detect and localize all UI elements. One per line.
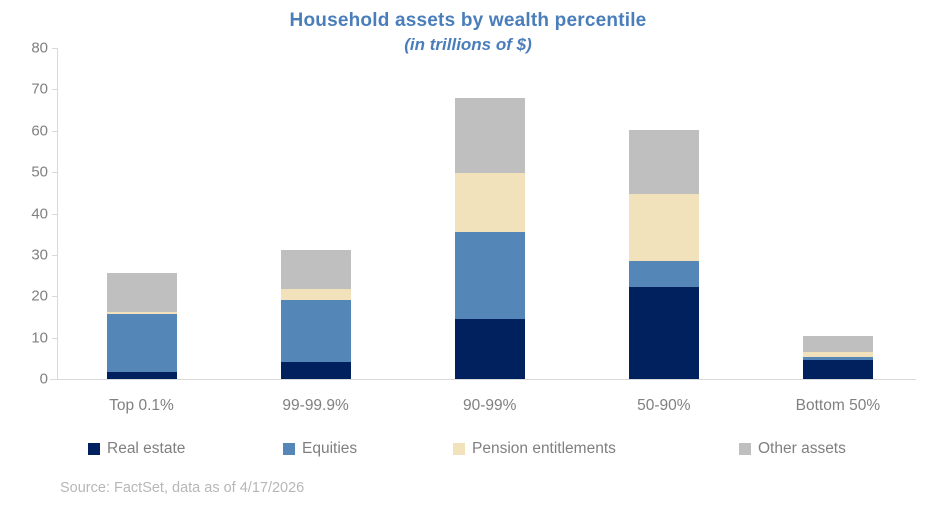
bar-segment-pension-entitlements [106, 311, 177, 314]
x-axis-category-label: Bottom 50% [795, 397, 881, 414]
bar-segment-other-assets [454, 98, 525, 173]
legend-swatch-icon [739, 443, 751, 455]
y-axis-line [57, 48, 58, 379]
bar-segment-other-assets [280, 249, 351, 290]
bar-segment-pension-entitlements [628, 194, 699, 261]
bar-segment-other-assets [802, 336, 873, 352]
title-block: Household assets by wealth percentile (i… [0, 8, 936, 57]
y-axis-tick-label: 50 [31, 163, 48, 181]
bar-segment-pension-entitlements [802, 351, 873, 358]
legend-item-pension-entitlements: Pension entitlements [453, 440, 616, 457]
y-axis-tick-label: 20 [31, 287, 48, 305]
bar-segment-pension-entitlements [454, 172, 525, 232]
chart-title: Household assets by wealth percentile [289, 10, 647, 31]
stacked-bar-90-99- [454, 0, 525, 379]
x-axis-line [50, 379, 916, 380]
bar-segment-real-estate [106, 371, 177, 379]
bar-segment-real-estate [454, 319, 525, 379]
bar-segment-other-assets [106, 272, 177, 312]
legend-item-real-estate: Real estate [88, 440, 186, 457]
stacked-bar-50-90- [628, 0, 699, 379]
y-axis-tick-mark [52, 296, 57, 298]
y-axis-tick-label: 30 [31, 246, 48, 264]
legend-swatch-icon [88, 443, 100, 455]
legend-label: Pension entitlements [472, 440, 616, 457]
y-axis-tick-mark [52, 337, 57, 339]
bar-segment-equities [280, 300, 351, 362]
legend-swatch-icon [283, 443, 295, 455]
y-axis-tick-label: 40 [31, 205, 48, 222]
bar-segment-real-estate [802, 359, 873, 379]
bar-segment-equities [802, 357, 873, 360]
bar-segment-other-assets [628, 129, 699, 195]
x-axis-category-label: 99-99.9% [282, 397, 349, 414]
y-axis-tick-label: 70 [31, 80, 48, 98]
stacked-bar-top-0-1- [106, 0, 177, 379]
bar-segment-equities [454, 231, 525, 320]
y-axis-tick-mark [52, 172, 57, 174]
y-axis-tick-mark [52, 48, 57, 49]
legend-item-other-assets: Other assets [739, 440, 846, 457]
bar-segment-equities [628, 260, 699, 288]
y-axis-tick-mark [52, 213, 57, 215]
stacked-bar-bottom-50- [802, 0, 873, 379]
x-axis-category-label: Top 0.1% [109, 397, 174, 414]
bar-segment-real-estate [280, 361, 351, 379]
y-axis-tick-label: 0 [39, 370, 48, 388]
legend-label: Other assets [758, 440, 846, 457]
legend-label: Equities [302, 440, 358, 457]
bar-segment-pension-entitlements [280, 289, 351, 301]
y-axis-tick-label: 10 [31, 329, 48, 347]
legend-item-equities: Equities [283, 440, 358, 457]
stacked-bar-99-99-9- [280, 0, 351, 379]
y-axis-tick-mark [52, 130, 57, 132]
x-axis-category-label: 90-99% [462, 397, 517, 414]
y-axis-tick-label: 80 [31, 39, 48, 57]
y-axis-tick-mark [52, 254, 57, 256]
bar-segment-equities [106, 313, 177, 372]
x-axis-category-label: 50-90% [637, 397, 691, 414]
bar-segment-real-estate [628, 287, 699, 379]
source-note: Source: FactSet, data as of 4/17/2026 [60, 480, 305, 496]
y-axis-tick-label: 60 [31, 122, 48, 140]
y-axis-tick-mark [52, 89, 57, 91]
legend-label: Real estate [107, 440, 186, 457]
legend-swatch-icon [453, 443, 465, 455]
chart-subtitle: (in trillions of $) [404, 34, 532, 54]
